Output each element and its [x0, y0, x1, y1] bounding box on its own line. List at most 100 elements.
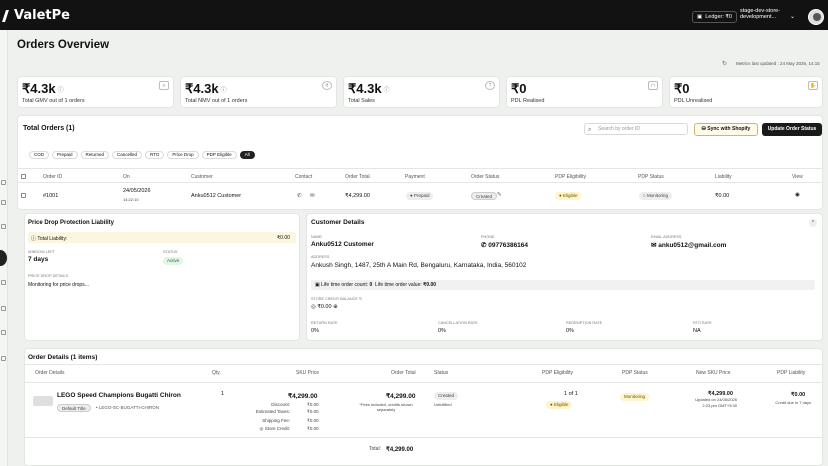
- item-liability: ₹0.00: [791, 392, 806, 398]
- nav-settings-icon[interactable]: [1, 306, 6, 311]
- select-all-checkbox[interactable]: [21, 174, 26, 179]
- order-details-heading: Order Details (1 items): [28, 354, 98, 361]
- col-pdp-eligibility[interactable]: PDP Eligibility: [555, 174, 587, 180]
- total-liability-label: ⓘ Total Liability:: [31, 236, 68, 242]
- info-icon[interactable]: ⓘ: [57, 88, 64, 95]
- phone-icon[interactable]: ✆: [297, 193, 302, 199]
- discount-label: Discount:: [271, 402, 290, 407]
- metric-value: ₹4.3k: [185, 81, 219, 96]
- view-eye-icon[interactable]: ◉: [795, 192, 800, 198]
- nav-help-icon[interactable]: [1, 356, 6, 361]
- user-avatar[interactable]: [808, 9, 824, 25]
- price-drop-details-value: Monitoring for price drops...: [28, 282, 89, 288]
- eligibility-badge: ● Eligible: [555, 192, 582, 200]
- brand-logo[interactable]: ValetPe: [2, 8, 70, 23]
- product-sku: • LEGO-SC-BUGATTI-CHIRON: [96, 405, 159, 410]
- customer-phone[interactable]: ✆ 09776386164: [481, 242, 529, 249]
- shipping-value: ₹0.00: [307, 418, 319, 423]
- filter-chip-cod[interactable]: COD: [29, 151, 49, 159]
- sync-shopify-button[interactable]: ⛁ Sync with Shopify: [694, 123, 758, 136]
- edit-icon[interactable]: ✎: [497, 192, 502, 198]
- liability-value: ₹0.00: [715, 193, 730, 199]
- search-input[interactable]: ⌕ Search by order ID: [584, 123, 688, 135]
- order-id[interactable]: #1001: [43, 193, 59, 199]
- col-order-id[interactable]: Order ID: [43, 174, 63, 180]
- filter-chip-price-drop[interactable]: Price Drop: [167, 151, 199, 159]
- refresh-icon[interactable]: ↻: [722, 61, 728, 67]
- nav-products-icon[interactable]: [1, 200, 6, 205]
- col-on[interactable]: On: [123, 174, 130, 180]
- return-rate-value: 0%: [311, 328, 319, 334]
- ledger-label: Ledger: ₹0: [705, 14, 732, 20]
- col-order-total: Order Total: [391, 370, 416, 376]
- col-contact[interactable]: Contact: [295, 174, 313, 180]
- product-thumbnail[interactable]: [33, 396, 53, 406]
- product-name[interactable]: LEGO Speed Champions Bugatti Chiron: [57, 392, 181, 399]
- rto-rate-label: RTO RATE: [693, 321, 712, 325]
- new-price-note-1: Updated on 24/05/2026: [695, 397, 737, 402]
- order-time: 14:22:10: [123, 197, 139, 202]
- nav-reports-icon[interactable]: [1, 280, 6, 285]
- col-payment[interactable]: Payment: [405, 174, 425, 180]
- divider: [24, 364, 823, 365]
- taxes-value: ₹0.00: [307, 409, 319, 414]
- customer-email[interactable]: ✉ anku0512@gmail.com: [651, 242, 727, 249]
- filter-chip-prepaid[interactable]: Prepaid: [52, 151, 78, 159]
- metrics-updated-text: Metrics last updated : 24 May 2026, 14:1…: [736, 61, 820, 66]
- metric-value: ₹4.3k: [22, 81, 56, 96]
- filter-chip-all[interactable]: All: [239, 151, 255, 159]
- ledger-button[interactable]: ▣ Ledger: ₹0: [692, 11, 737, 23]
- chevron-down-icon[interactable]: ⌄: [790, 14, 796, 20]
- pdp-panel-title: Price Drop Protection Liability: [28, 220, 115, 226]
- metric-value: ₹0: [674, 81, 690, 96]
- filter-chip-returned[interactable]: Returned: [80, 151, 110, 159]
- item-qty: 1: [221, 391, 225, 397]
- nav-billing-icon[interactable]: [1, 330, 6, 335]
- info-icon[interactable]: ⓘ: [383, 88, 390, 95]
- customer-name: Anku0512 Customer: [311, 241, 374, 248]
- phone-label: PHONE: [481, 235, 495, 239]
- col-status: Status: [434, 370, 449, 376]
- filter-chips: COD Prepaid Returned Cancelled RTO Price…: [29, 151, 255, 159]
- refresh-icon[interactable]: ↻: [358, 297, 363, 301]
- metric-label: Total Sales: [348, 98, 375, 104]
- cancellation-rate-value: 0%: [438, 328, 446, 334]
- add-icon[interactable]: ⊕: [333, 304, 338, 310]
- address-label: ADDRESS: [311, 255, 330, 259]
- store-credit-value: ◎ ₹0.00 ⊕: [311, 304, 338, 310]
- order-status-select[interactable]: Created: [471, 192, 498, 200]
- phone-icon: ✆: [481, 242, 489, 249]
- item-sku-price: ₹4,299.00: [288, 393, 318, 400]
- total-liability-bar: [28, 232, 296, 243]
- update-order-status-button[interactable]: Update Order Status: [762, 123, 822, 136]
- nav-active-indicator[interactable]: [0, 250, 7, 266]
- coin-icon: ◎: [311, 304, 318, 310]
- collapse-chevron-icon[interactable]: ⌃: [809, 219, 817, 227]
- store-credit-label: ◎ Store Credit:: [259, 426, 290, 431]
- order-total-note: *Fees included, credits shown separately: [359, 402, 413, 412]
- filter-chip-pdp-eligible[interactable]: PDP Eligible: [201, 151, 237, 159]
- nav-orders-icon[interactable]: [1, 180, 6, 185]
- col-customer[interactable]: Customer: [191, 174, 213, 180]
- col-order-status[interactable]: Order Status: [471, 174, 500, 180]
- coin-icon: ◎: [259, 426, 265, 431]
- store-selector[interactable]: stage-dev-store-development...: [740, 8, 781, 20]
- divider: [17, 182, 823, 183]
- col-order-total[interactable]: Order Total: [345, 174, 370, 180]
- liability-note: Credit due in 7 days: [775, 400, 811, 405]
- metric-value: ₹0: [511, 81, 527, 96]
- bag-icon: ▣: [315, 282, 322, 288]
- col-liability[interactable]: Liability: [715, 174, 732, 180]
- row-checkbox[interactable]: [21, 193, 26, 198]
- filter-chip-rto[interactable]: RTO: [145, 151, 165, 159]
- metric-label: PDL Realised: [511, 98, 545, 104]
- nav-customers-icon[interactable]: [1, 224, 6, 229]
- orders-heading: Total Orders (1): [23, 125, 75, 132]
- filter-chip-cancelled[interactable]: Cancelled: [112, 151, 143, 159]
- item-order-total: ₹4,299.00: [386, 393, 416, 400]
- metric-card-nmv: ₹4.3k ⓘ Total NMV out of 1 orders ₹: [180, 76, 337, 108]
- col-pdp-status[interactable]: PDP Status: [638, 174, 664, 180]
- mail-icon[interactable]: ✉: [310, 193, 315, 199]
- metric-label: Total NMV out of 1 orders: [185, 98, 248, 104]
- info-icon[interactable]: ⓘ: [220, 88, 227, 95]
